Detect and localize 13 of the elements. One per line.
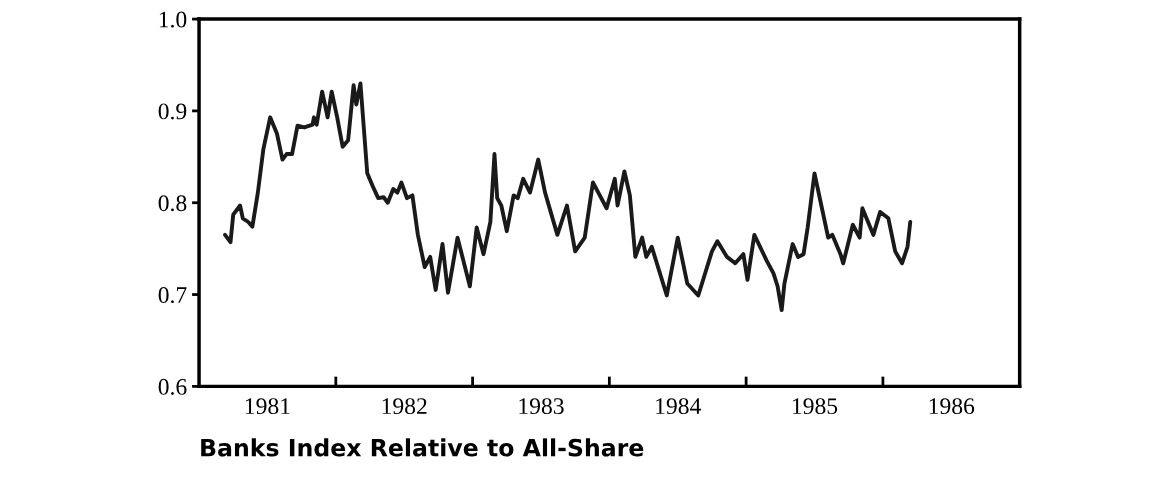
y-tick-label: 1.0 — [159, 11, 187, 28]
x-axis-title: Banks Index Relative to All-Share — [201, 438, 644, 457]
y-tick-label: 0.8 — [158, 195, 187, 212]
x-tick-label: 1982 — [382, 398, 427, 415]
y-tick-label: 0.7 — [158, 287, 187, 304]
x-tick-label: 1983 — [519, 398, 564, 415]
line-series — [223, 81, 913, 313]
x-tick-label: 1986 — [929, 398, 975, 415]
x-tick-label: 1981 — [245, 398, 290, 415]
y-tick-label: 0.9 — [158, 103, 187, 120]
x-tick-label: 1984 — [656, 398, 701, 415]
y-tick-label: 0.6 — [158, 378, 187, 395]
x-tick-label: 1985 — [792, 398, 838, 415]
